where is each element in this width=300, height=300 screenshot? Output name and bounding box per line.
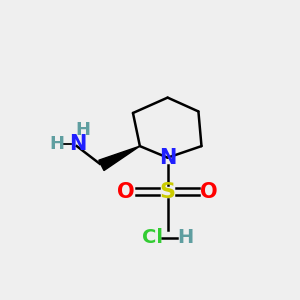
Text: O: O [200,182,218,202]
Text: H: H [177,228,194,247]
Text: H: H [75,121,90,139]
Polygon shape [99,146,140,170]
Text: O: O [117,182,135,202]
Text: S: S [160,182,176,202]
Text: N: N [159,148,176,168]
Text: H: H [49,135,64,153]
Text: N: N [70,134,87,154]
Text: Cl: Cl [142,228,163,247]
